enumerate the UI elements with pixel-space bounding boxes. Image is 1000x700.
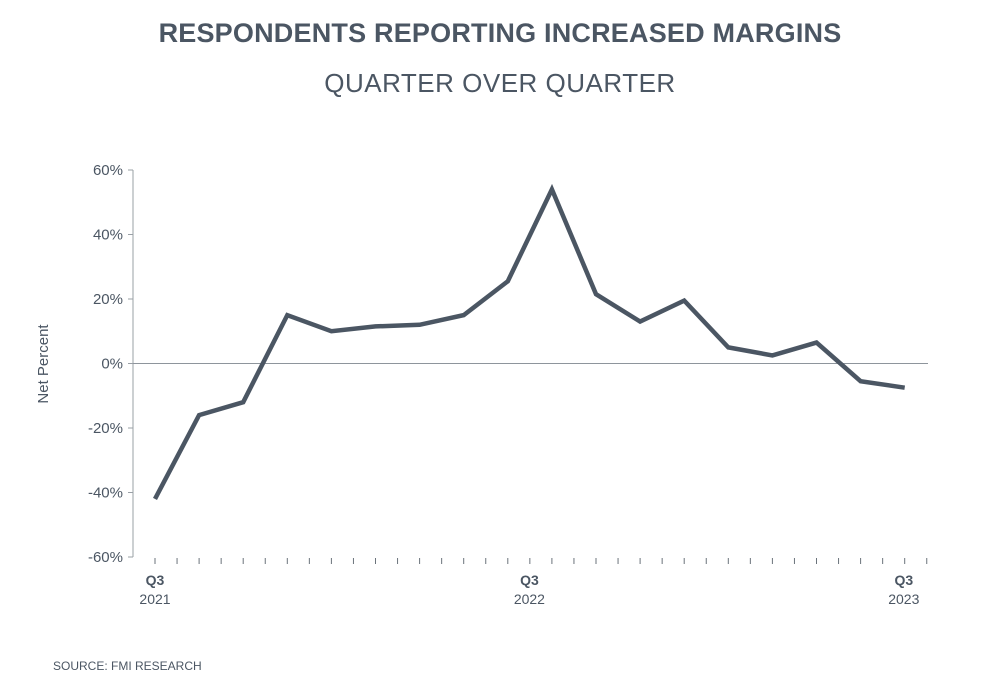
y-tick-label: -60% bbox=[88, 549, 123, 566]
x-tick-label-quarter: Q3 bbox=[146, 572, 165, 588]
series-line bbox=[153, 183, 906, 500]
x-tick-label-year: 2021 bbox=[139, 591, 170, 607]
y-tick-label: -40% bbox=[88, 485, 123, 502]
y-tick-label: 40% bbox=[93, 227, 123, 244]
x-tick-label-year: 2023 bbox=[888, 591, 919, 607]
chart-subtitle: QUARTER OVER QUARTER bbox=[324, 68, 676, 98]
y-tick-label: -20% bbox=[88, 420, 123, 437]
y-tick-label: 20% bbox=[93, 291, 123, 308]
y-tick-label: 0% bbox=[101, 356, 123, 373]
x-tick-label-quarter: Q3 bbox=[520, 572, 539, 588]
x-axis: Q32021Q32022Q32023Q32024Q32025 bbox=[139, 558, 928, 607]
x-tick-label-year: 2022 bbox=[514, 591, 545, 607]
x-tick-label-quarter: Q3 bbox=[894, 572, 913, 588]
source-note: SOURCE: FMI RESEARCH bbox=[53, 659, 202, 673]
y-axis: 60% 40% 20% 0% -20% -40% -60% bbox=[88, 162, 134, 566]
chart-title: RESPONDENTS REPORTING INCREASED MARGINS bbox=[158, 18, 842, 48]
y-axis-label: Net Percent bbox=[35, 324, 52, 404]
y-tick-label: 60% bbox=[93, 162, 123, 179]
series-group bbox=[153, 183, 906, 500]
